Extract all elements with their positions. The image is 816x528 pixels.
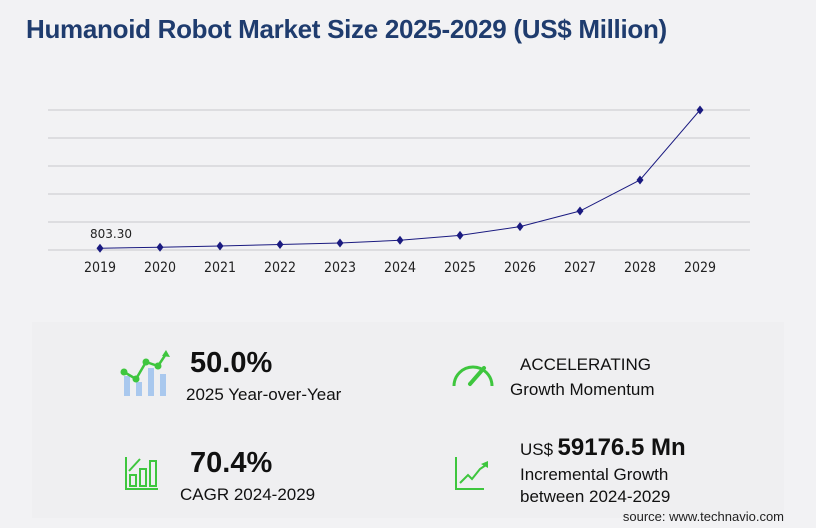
data-point (396, 235, 404, 245)
incremental-growth-amount: US$ 59176.5 Mn (520, 434, 686, 462)
data-point (516, 222, 524, 232)
x-tick-label: 2025 (444, 260, 476, 276)
cagr-label: CAGR 2024-2029 (180, 485, 316, 504)
data-point (696, 105, 704, 115)
speedometer-icon (452, 365, 494, 387)
x-tick-label: 2023 (324, 260, 356, 276)
incremental-value: 59176.5 Mn (557, 434, 686, 461)
x-tick-label: 2028 (624, 260, 656, 276)
trend-up-icon (455, 457, 488, 490)
cagr-value: 70.4% (190, 447, 273, 479)
growth-chart-icon (120, 350, 170, 396)
x-tick-label: 2027 (564, 260, 596, 276)
data-point (216, 241, 224, 251)
incremental-label-2: between 2024-2029 (520, 487, 671, 506)
x-tick-label: 2024 (384, 260, 416, 276)
data-point (156, 242, 164, 252)
data-point (456, 230, 464, 240)
x-tick-label: 2021 (204, 260, 236, 276)
incremental-label-1: Incremental Growth (520, 465, 669, 484)
stats-panel (32, 322, 784, 518)
x-tick-label: 2020 (144, 260, 176, 276)
data-point (336, 238, 344, 248)
currency-prefix: US$ (520, 440, 554, 459)
yoy-label: 2025 Year-over-Year (186, 385, 342, 404)
momentum-value: ACCELERATING (520, 355, 651, 374)
data-point (576, 206, 584, 216)
source-note: source: www.technavio.com (622, 509, 784, 524)
bar-growth-icon (125, 457, 158, 490)
x-tick-label: 2026 (504, 260, 536, 276)
x-tick-label: 2029 (684, 260, 716, 276)
x-tick-label: 2019 (84, 260, 116, 276)
yoy-value: 50.0% (190, 347, 273, 379)
data-point (96, 243, 104, 253)
momentum-label: Growth Momentum (510, 380, 655, 399)
x-tick-label: 2022 (264, 260, 296, 276)
series-line (99, 109, 701, 249)
page-title: Humanoid Robot Market Size 2025-2029 (US… (26, 14, 667, 44)
data-label: 803.30 (90, 227, 132, 241)
data-point (276, 239, 284, 249)
data-point (636, 175, 644, 185)
line-chart: 2019 2020 2021 2022 2023 2024 2025 2026 2027 2028… (48, 105, 750, 276)
